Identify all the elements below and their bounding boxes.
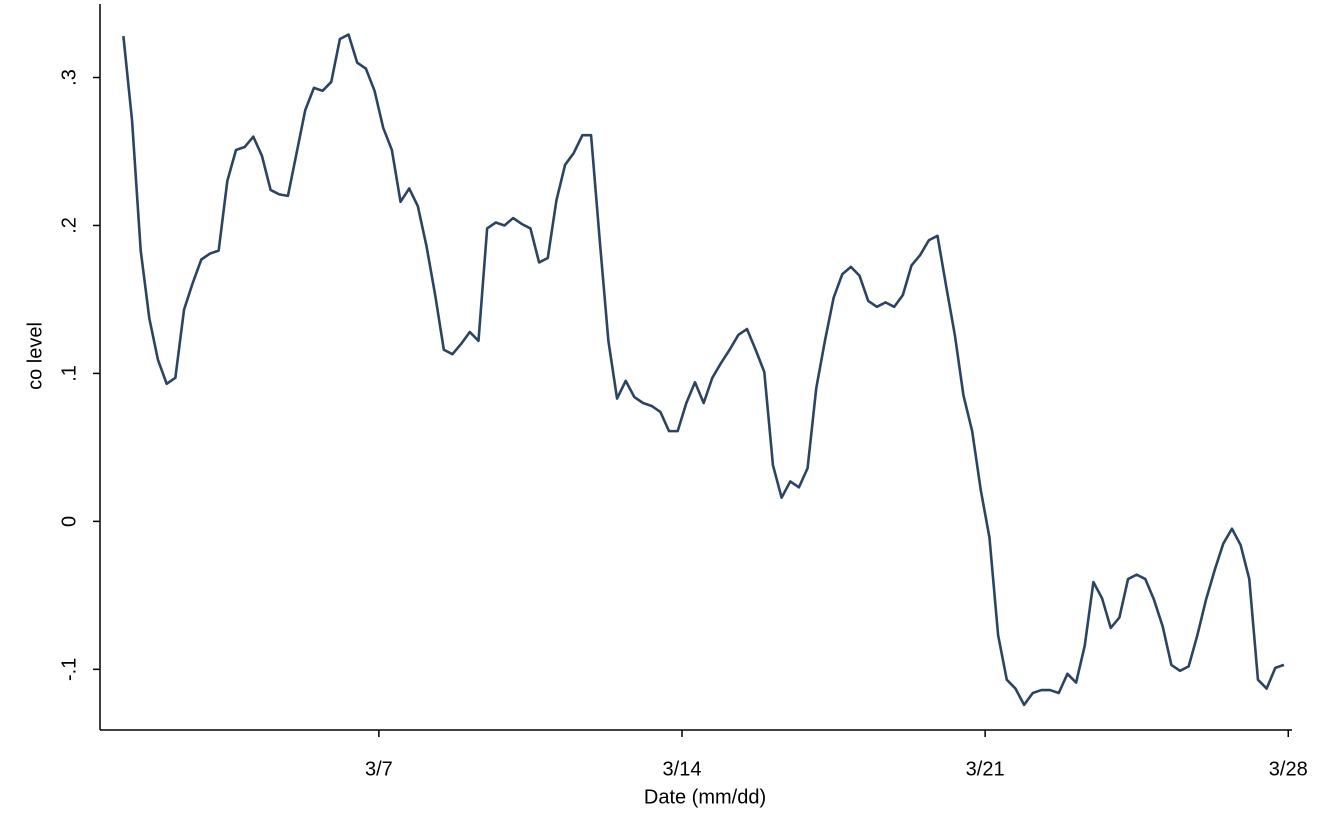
y-axis-title: co level [24, 322, 46, 390]
y-tick-label: 0 [58, 516, 80, 527]
data-line [122, 33, 1285, 707]
x-tick-label: 3/21 [966, 758, 1005, 780]
x-tick-label: 3/7 [365, 758, 393, 780]
x-tick-label: 3/28 [1269, 758, 1308, 780]
y-tick-label: .1 [58, 365, 80, 382]
y-tick-label: -.1 [58, 658, 80, 681]
y-tick-label: .2 [58, 217, 80, 234]
y-tick-label: .3 [58, 69, 80, 86]
x-tick-label: 3/14 [663, 758, 702, 780]
x-axis-title: Date (mm/dd) [644, 786, 766, 808]
